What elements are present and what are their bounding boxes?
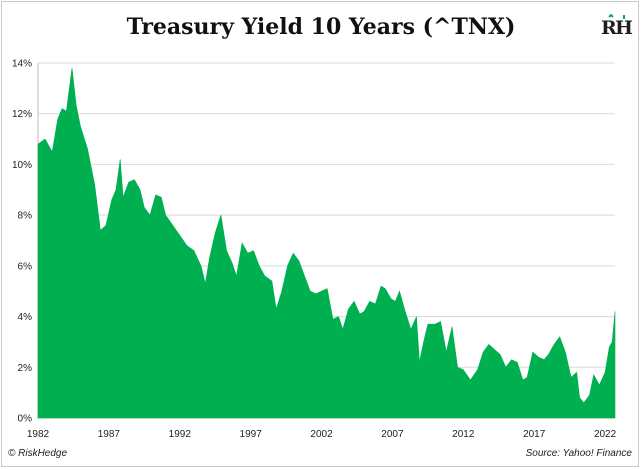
yield-area	[37, 68, 616, 419]
y-tick-label: 10%	[12, 160, 32, 171]
x-tick-label: 1992	[169, 429, 192, 440]
y-tick-label: 2%	[18, 363, 33, 374]
x-tick-label: 2017	[523, 429, 546, 440]
y-tick-label: 4%	[18, 312, 33, 323]
x-tick-label: 2022	[594, 429, 617, 440]
x-tick-label: 2002	[310, 429, 333, 440]
x-tick-label: 2007	[381, 429, 404, 440]
y-tick-label: 12%	[12, 109, 32, 120]
x-tick-label: 1982	[27, 429, 50, 440]
y-tick-label: 6%	[18, 261, 33, 272]
logo-r: R	[601, 17, 617, 39]
y-tick-label: 14%	[12, 59, 32, 70]
x-tick-label: 2012	[452, 429, 475, 440]
x-tick-label: 1997	[240, 429, 263, 440]
y-tick-label: 8%	[18, 211, 33, 222]
chart-title: Treasury Yield 10 Years (^TNX)	[126, 14, 516, 40]
x-tick-label: 1987	[98, 429, 121, 440]
y-tick-label: 0%	[18, 414, 33, 425]
logo-h: H	[615, 17, 633, 39]
copyright-text: © RiskHedge	[8, 448, 68, 459]
source-text: Source: Yahoo! Finance	[525, 448, 632, 459]
riskhedge-logo: R H	[601, 14, 633, 39]
